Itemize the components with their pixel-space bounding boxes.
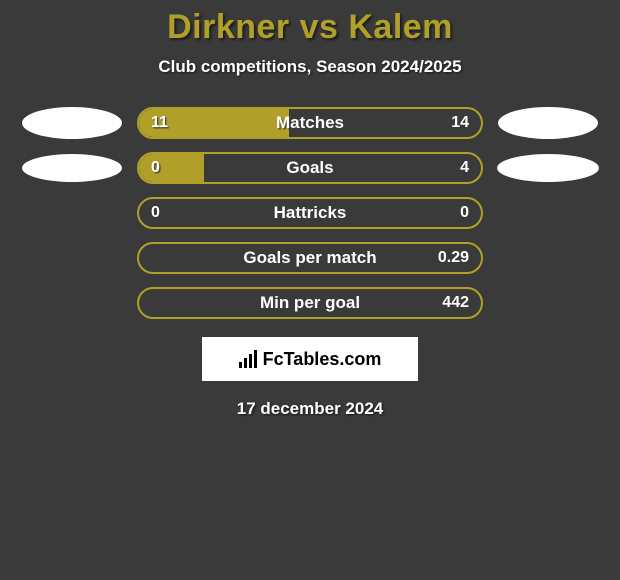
avatar-col-left <box>7 154 137 182</box>
stat-label: Matches <box>276 113 344 133</box>
stat-label: Goals per match <box>243 248 376 268</box>
stat-bar: 0 Goals 4 <box>137 152 483 184</box>
stat-rows: 11 Matches 14 0 Goals 4 0 Hattricks 0 Goals per m… <box>0 107 620 319</box>
avatar-col-right <box>483 107 613 139</box>
player-avatar-left <box>22 107 122 139</box>
player-avatar-right <box>497 154 599 182</box>
avatar-col-right <box>483 154 613 182</box>
logo-text: FcTables.com <box>263 349 382 370</box>
stat-value-left: 11 <box>151 114 168 132</box>
stat-row: Goals per match 0.29 <box>0 242 620 274</box>
logo-box[interactable]: FcTables.com <box>202 337 418 381</box>
comparison-container: Dirkner vs Kalem Club competitions, Seas… <box>0 0 620 419</box>
stat-value-right: 4 <box>460 159 469 177</box>
stat-value-left: 0 <box>151 159 160 177</box>
stat-bar: 11 Matches 14 <box>137 107 483 139</box>
stat-value-right: 14 <box>451 114 469 132</box>
logo-bars-icon <box>239 350 257 368</box>
subtitle: Club competitions, Season 2024/2025 <box>0 57 620 77</box>
stat-fill <box>139 154 204 182</box>
stat-row: 11 Matches 14 <box>0 107 620 139</box>
stat-bar: Goals per match 0.29 <box>137 242 483 274</box>
stat-bar: Min per goal 442 <box>137 287 483 319</box>
page-title: Dirkner vs Kalem <box>0 8 620 47</box>
stat-row: 0 Goals 4 <box>0 152 620 184</box>
stat-row: 0 Hattricks 0 <box>0 197 620 229</box>
player-avatar-left <box>22 154 122 182</box>
stat-label: Goals <box>286 158 333 178</box>
date-line: 17 december 2024 <box>0 399 620 419</box>
stat-label: Min per goal <box>260 293 360 313</box>
avatar-col-left <box>7 107 137 139</box>
stat-row: Min per goal 442 <box>0 287 620 319</box>
stat-label: Hattricks <box>274 203 347 223</box>
stat-value-right: 0 <box>460 204 469 222</box>
stat-bar: 0 Hattricks 0 <box>137 197 483 229</box>
player-avatar-right <box>498 107 598 139</box>
stat-value-right: 442 <box>442 294 469 312</box>
logo: FcTables.com <box>239 349 382 370</box>
stat-value-right: 0.29 <box>438 249 469 267</box>
stat-value-left: 0 <box>151 204 160 222</box>
